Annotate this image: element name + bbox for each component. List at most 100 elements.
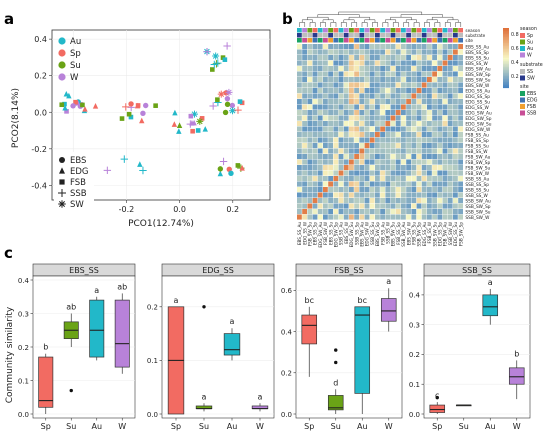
heatmap-cell	[416, 60, 422, 66]
heatmap-cell	[385, 121, 391, 127]
annotation-season-cell	[354, 28, 359, 33]
heatmap-cell	[432, 143, 437, 149]
heatmap-cell	[432, 93, 437, 99]
heatmap-column-label: SSB_SW_W	[448, 222, 453, 245]
heatmap-cell	[427, 126, 432, 132]
heatmap-cell	[323, 181, 328, 187]
heatmap-row-labels: EBS_SS_AuEBS_SS_SpEBS_SS_SuEBS_SS_WEBS_S…	[465, 44, 492, 221]
heatmap-cell	[312, 88, 318, 94]
box-significance-letter: bc	[358, 296, 367, 305]
heatmap-cell	[401, 115, 406, 121]
panel-label-c: c	[4, 244, 13, 262]
heatmap-cell	[401, 55, 406, 61]
heatmap-cell	[401, 99, 406, 105]
heatmap-cell	[395, 93, 401, 99]
heatmap-cell	[359, 214, 365, 220]
heatmap-cell	[411, 44, 417, 50]
heatmap-cell	[317, 93, 323, 99]
dendrogram-branch	[361, 22, 368, 27]
heatmap-cell	[338, 99, 344, 105]
heatmap-cell	[375, 126, 380, 132]
heatmap-cell	[432, 82, 437, 88]
heatmap-cell	[401, 170, 406, 176]
box-x-tick-label: Sp	[41, 422, 51, 431]
dendrogram-branch	[343, 19, 355, 23]
heatmap-cell	[307, 121, 313, 127]
season-legend-key	[58, 73, 66, 81]
heatmap-cell	[395, 143, 401, 149]
heatmap-cell	[354, 110, 359, 116]
panel-label-a: a	[4, 10, 14, 28]
pcoa-point	[171, 121, 178, 127]
heatmap-cell	[323, 209, 328, 215]
annotation-site-cell	[416, 38, 422, 43]
heatmap-cell	[369, 66, 375, 72]
substrate-legend-title: substrate	[520, 62, 543, 68]
heatmap-cell	[380, 77, 385, 83]
heatmap-cell	[297, 99, 302, 105]
annotation-season-cell	[453, 28, 458, 33]
heatmap-cell	[312, 170, 318, 176]
heatmap-cell	[317, 214, 323, 220]
heatmap-cell	[369, 110, 375, 116]
heatmap-cell	[312, 148, 318, 154]
pcoa-point	[190, 110, 198, 118]
heatmap-cell	[338, 49, 344, 55]
heatmap-cell	[359, 71, 365, 77]
heatmap-cell	[364, 110, 370, 116]
heatmap-cell	[390, 203, 396, 209]
heatmap-cell	[427, 165, 432, 171]
heatmap-cell	[307, 99, 313, 105]
pcoa-point	[229, 107, 237, 115]
heatmap-row-label: EBS_SS_Su	[465, 55, 489, 61]
heatmap-cell	[385, 77, 391, 83]
heatmap-cell	[458, 214, 463, 220]
box-panel-title: SSB_SS	[462, 266, 492, 275]
heatmap-cell	[349, 77, 354, 83]
annotation-substrate-cell	[437, 33, 443, 38]
heatmap-cell	[395, 203, 401, 209]
heatmap-cell	[343, 132, 349, 138]
heatmap-cell	[411, 132, 417, 138]
pcoa-point	[188, 113, 194, 119]
heatmap-cell	[359, 82, 365, 88]
heatmap-cell	[343, 82, 349, 88]
season-legend-item: W	[527, 53, 532, 59]
pcoa-point	[63, 90, 70, 97]
heatmap-cell	[453, 99, 458, 105]
heatmap-cell	[354, 115, 359, 121]
heatmap-cell	[323, 203, 328, 209]
heatmap-cell	[395, 99, 401, 105]
heatmap-cell	[349, 154, 354, 160]
heatmap-cell	[395, 60, 401, 66]
heatmap-cell	[364, 209, 370, 215]
heatmap-column-label: EDG_SW_W	[365, 222, 370, 246]
heatmap-cell	[359, 55, 365, 61]
heatmap-cell	[421, 126, 427, 132]
box-significance-letter: a	[488, 278, 493, 287]
heatmap-cell	[333, 192, 339, 198]
heatmap-cell	[380, 143, 385, 149]
pcoa-point	[176, 122, 183, 128]
heatmap-cell	[395, 104, 401, 110]
color-scale-step	[503, 86, 509, 89]
heatmap-cell	[416, 170, 422, 176]
heatmap-cell	[354, 154, 359, 160]
heatmap-cell	[411, 77, 417, 83]
box-x-tick-label: Su	[66, 422, 76, 431]
heatmap-cell	[416, 126, 422, 132]
heatmap-cell	[437, 93, 443, 99]
heatmap-cell	[312, 159, 318, 165]
heatmap-cell	[406, 93, 411, 99]
heatmap-cell	[416, 110, 422, 116]
heatmap-row-label: EDG_SS_Su	[465, 99, 490, 105]
heatmap-cell	[447, 165, 453, 171]
heatmap-cell	[343, 126, 349, 132]
season-legend-label: Sp	[70, 49, 81, 59]
heatmap-cell	[432, 170, 437, 176]
heatmap-cell	[385, 88, 391, 94]
heatmap-cell	[349, 148, 354, 154]
heatmap-cell	[411, 55, 417, 61]
heatmap-cell	[354, 44, 359, 50]
heatmap-cell	[302, 93, 307, 99]
